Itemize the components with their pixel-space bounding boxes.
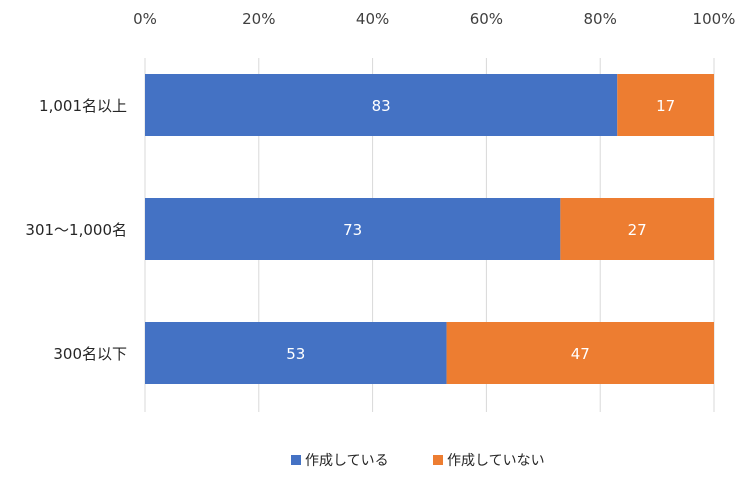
x-tick-label: 80% (584, 10, 617, 28)
data-label: 53 (286, 345, 305, 363)
data-label: 17 (656, 97, 675, 115)
x-tick-label: 0% (133, 10, 157, 28)
bar-segment (560, 198, 714, 260)
legend: 作成している 作成していない (291, 453, 545, 469)
legend-swatch (291, 455, 301, 465)
x-axis-ticks: 0% 20% 40% 60% 80% 100% (133, 10, 735, 28)
category-label: 1,001名以上 (39, 97, 127, 115)
category-label: 300名以下 (53, 345, 127, 363)
bar-segment (145, 198, 561, 260)
bars: 83 17 73 27 53 47 (145, 74, 714, 384)
data-label: 27 (628, 221, 647, 239)
x-tick-label: 40% (356, 10, 389, 28)
category-label: 301～1,000名 (25, 221, 127, 239)
data-label: 83 (372, 97, 391, 115)
bar-segment (145, 74, 618, 136)
legend-label: 作成していない (447, 453, 545, 469)
bar-segment (617, 74, 714, 136)
data-label: 73 (343, 221, 362, 239)
category-labels: 1,001名以上 301～1,000名 300名以下 (25, 97, 127, 363)
bar-segment (145, 322, 447, 384)
x-tick-label: 100% (693, 10, 736, 28)
data-label: 47 (571, 345, 590, 363)
legend-label: 作成している (305, 453, 389, 469)
x-tick-label: 60% (470, 10, 503, 28)
legend-swatch (433, 455, 443, 465)
x-tick-label: 20% (242, 10, 275, 28)
bar-segment (446, 322, 714, 384)
